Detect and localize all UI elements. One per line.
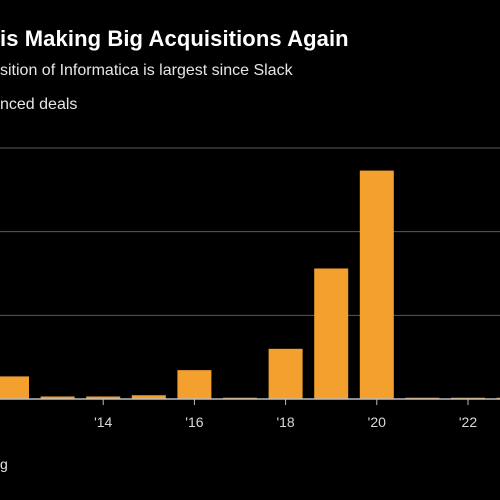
bar-2013 <box>40 396 75 399</box>
x-tick-label-2016: '16 <box>185 414 203 430</box>
x-axis: '14'16'18'20'222 <box>0 398 500 430</box>
bar-2020 <box>359 170 394 399</box>
x-tick-label-2022: '22 <box>459 414 477 430</box>
bar-2016 <box>177 370 212 399</box>
chart-title: is Making Big Acquisitions Again <box>0 26 349 51</box>
bar-2014 <box>86 396 121 399</box>
bars <box>0 170 500 399</box>
x-tick-label-2014: '14 <box>94 414 112 430</box>
chart-units-label: nced deals <box>0 96 78 113</box>
bar-2019 <box>314 268 349 399</box>
x-tick-label-2020: '20 <box>368 414 386 430</box>
bar-2018 <box>268 348 303 399</box>
bar-2012 <box>0 376 29 399</box>
chart-subtitle: sition of Informatica is largest since S… <box>0 62 293 79</box>
bar-2015 <box>131 395 166 399</box>
source-footnote: g <box>0 456 8 472</box>
gridlines <box>0 147 500 316</box>
x-tick-label-2018: '18 <box>276 414 294 430</box>
